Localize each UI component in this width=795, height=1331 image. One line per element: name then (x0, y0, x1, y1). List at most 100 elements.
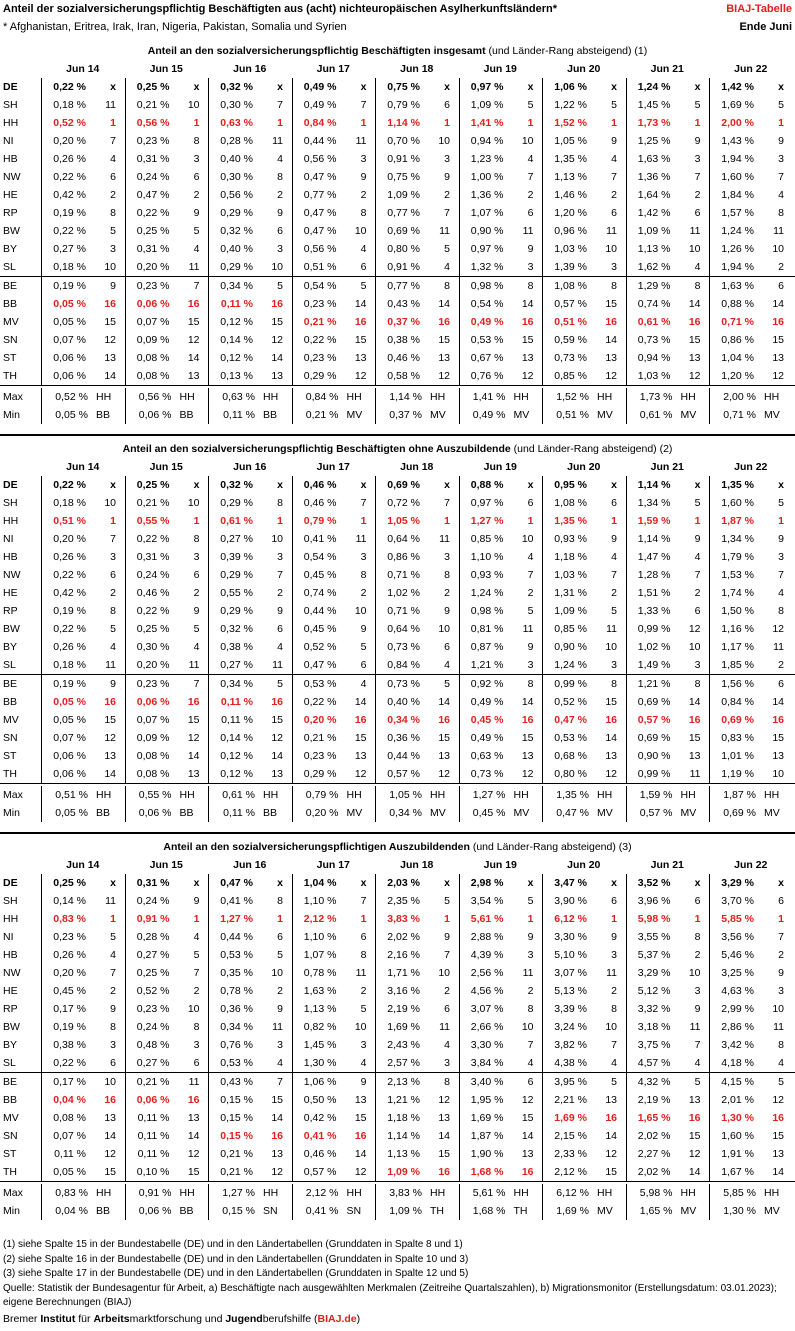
data-cell: 1,28 % 7 (625, 566, 710, 584)
cell-rank: 14 (187, 1130, 200, 1142)
cell-rank: 7 (360, 99, 367, 111)
cell-rank: 7 (360, 895, 367, 907)
data-cell: 1,09 % 11 (625, 222, 710, 240)
cell-rank: 5 (778, 497, 784, 509)
brand-link[interactable]: BIAJ.de (317, 1313, 357, 1325)
data-cell: 0,15 % SN (208, 1202, 292, 1220)
year-header: Jun 15 (149, 461, 183, 473)
table-row: BE 0,19 % 9 0,23 % 7 0,34 % 5 0,53 % 4 0,73 % 5 0,9… (0, 675, 795, 693)
cell-value: 1,32 % (470, 261, 504, 273)
cell-value: 0,36 % (220, 1003, 253, 1015)
cell-value: 1,05 % (387, 515, 420, 527)
cell-value: 0,50 % (303, 1094, 337, 1106)
year-header: Jun 17 (316, 63, 350, 75)
cell-rank: 9 (360, 623, 367, 635)
data-cell: 0,18 % 11 (41, 96, 125, 114)
cell-value: 0,40 % (220, 153, 253, 165)
cell-value: 1,67 % (721, 1166, 754, 1178)
cell-value: 0,22 % (303, 334, 337, 346)
cell-value: 0,57 % (303, 1166, 337, 1178)
cell-value: 0,20 % (53, 135, 86, 147)
data-cell: 3,75 % 7 (625, 1036, 710, 1054)
data-cell: 0,12 % 14 (208, 747, 292, 765)
cell-value: 0,22 % (136, 533, 170, 545)
data-cell: 0,44 % 6 (208, 928, 292, 946)
cell-value: 0,71 % (723, 409, 756, 421)
cell-rank: 2 (694, 949, 701, 961)
cell-rank: 4 (778, 189, 784, 201)
cell-value: 0,86 % (721, 334, 754, 346)
data-cell: 0,53 % 15 (458, 331, 543, 349)
cell-rank: 9 (193, 605, 200, 617)
cell-value: 0,37 % (387, 316, 420, 328)
cell-rank: 2 (694, 587, 701, 599)
cell-state: MV (430, 409, 446, 421)
cell-value: 1,21 % (387, 1094, 420, 1106)
cell-rank: 12 (104, 732, 116, 744)
data-cell: 1,45 % 3 (291, 1036, 376, 1054)
cell-value: 0,51 % (556, 409, 589, 421)
data-cell: 0,46 % 2 (124, 584, 209, 602)
data-cell: 3,39 % 8 (542, 1000, 626, 1018)
cell-rank: 2 (778, 659, 784, 671)
data-cell: 0,11 % 16 (208, 693, 292, 711)
data-cell: 1,63 % 2 (291, 982, 376, 1000)
data-cell: 2,02 % 14 (625, 1163, 710, 1181)
data-cell: 0,97 % x (458, 78, 543, 96)
data-cell: 0,20 % 7 (41, 964, 125, 982)
row-label: BE (3, 1076, 18, 1088)
row-label: BW (3, 225, 20, 237)
cell-rank: 4 (360, 678, 367, 690)
data-cell: 1,27 % HH (458, 786, 543, 804)
cell-rank: 10 (438, 135, 450, 147)
cell-rank: 3 (193, 153, 200, 165)
cell-rank: 10 (688, 641, 701, 653)
data-cell: 0,20 % 16 (291, 711, 376, 729)
cell-value: 0,93 % (470, 569, 504, 581)
cell-value: 0,17 % (53, 1003, 86, 1015)
table-row: HH 0,52 % 1 0,56 % 1 0,63 % 1 0,84 % 1 1,14 % 1 1,4… (0, 114, 795, 132)
cell-rank: 12 (354, 1166, 367, 1178)
cell-value: 1,09 % (387, 1166, 420, 1178)
data-cell: 0,73 % 13 (542, 349, 626, 367)
row-label: HB (3, 153, 18, 165)
section-divider (0, 832, 795, 834)
cell-value: 0,69 % (637, 732, 671, 744)
data-cell: 0,24 % 6 (124, 566, 209, 584)
data-cell: 0,56 % 3 (291, 150, 376, 168)
cell-value: 3,95 % (554, 1076, 587, 1088)
cell-rank: 4 (110, 949, 116, 961)
data-cell: 1,26 % 10 (709, 240, 793, 258)
cell-value: 0,19 % (53, 678, 86, 690)
data-cell: 1,07 % 6 (458, 204, 543, 222)
data-cell: 0,77 % 7 (375, 204, 459, 222)
table-row: SN 0,07 % 12 0,09 % 12 0,14 % 12 0,21 % 15 0,36 %… (0, 729, 795, 747)
data-cell: 1,68 % 16 (458, 1163, 543, 1181)
cell-value: 1,73 % (637, 117, 671, 129)
row-label: NW (3, 967, 21, 979)
data-cell: 0,61 % HH (208, 786, 292, 804)
data-cell: 0,71 % MV (709, 406, 793, 424)
data-cell: 0,78 % 11 (291, 964, 376, 982)
cell-rank: 16 (271, 1130, 283, 1142)
cell-rank: 13 (772, 352, 784, 364)
cell-value: 1,24 % (721, 225, 754, 237)
cell-rank: 15 (521, 334, 534, 346)
cell-value: 1,22 % (554, 99, 587, 111)
data-cell: 0,95 % x (542, 476, 626, 494)
cell-state: HH (764, 1187, 780, 1199)
cell-rank: 15 (438, 732, 450, 744)
cell-value: 0,07 % (136, 714, 170, 726)
row-label: BY (3, 1039, 18, 1051)
data-cell: 0,55 % 1 (124, 512, 209, 530)
data-cell: 2,00 % HH (709, 388, 793, 406)
cell-rank: 2 (110, 985, 116, 997)
cell-value: 0,32 % (220, 479, 253, 491)
data-cell: 0,85 % 11 (542, 620, 626, 638)
cell-value: 5,85 % (721, 913, 754, 925)
cell-rank: 10 (354, 605, 367, 617)
table-row: NW 0,22 % 6 0,24 % 6 0,29 % 7 0,45 % 8 0,71 % 8 0,9… (0, 566, 795, 584)
data-cell: 0,10 % 15 (124, 1163, 209, 1181)
cell-value: 0,51 % (55, 789, 88, 801)
cell-rank: 8 (110, 605, 116, 617)
